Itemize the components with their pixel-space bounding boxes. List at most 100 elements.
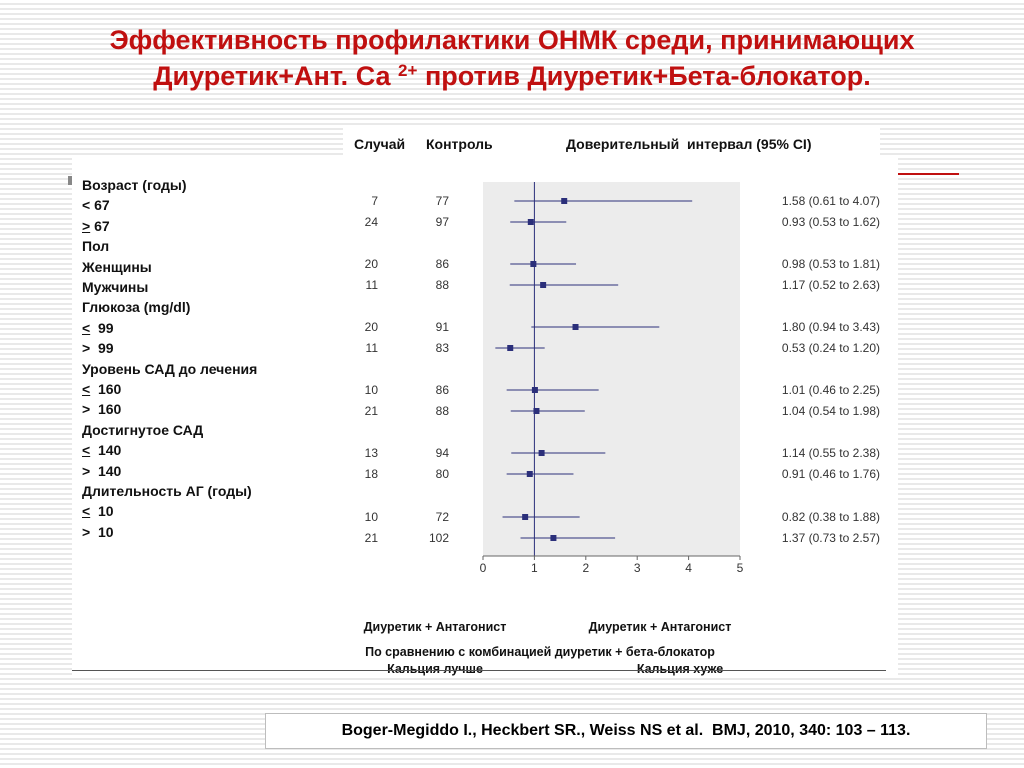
title-superscript: 2+ (398, 61, 418, 80)
point-estimate (522, 514, 529, 520)
cases-count: 10 (365, 383, 379, 397)
x-tick-label: 1 (531, 561, 538, 575)
comparison-sign: > (82, 462, 91, 479)
column-header-box (343, 128, 880, 158)
caption-right-line-2: Кальция хуже (636, 662, 724, 676)
cases-count: 11 (366, 278, 379, 292)
controls-count: 97 (436, 215, 450, 229)
cases-count: 20 (365, 257, 379, 271)
controls-count: 102 (429, 531, 449, 545)
subgroup-label: Достигнутое САД (82, 420, 203, 440)
plot-area (483, 182, 740, 556)
title-line-2: Диуретик+Ант. Са 2+ против Диуретик+Бета… (20, 58, 1004, 94)
title-line-2-end: против Диуретик+Бета-блокатор. (417, 61, 871, 91)
point-estimate (526, 471, 533, 477)
subgroup-label-text: 10 (90, 503, 114, 520)
ci-value: 1.80 (0.94 to 3.43) (782, 320, 880, 334)
subgroup-label: > 99 (82, 338, 114, 358)
ci-value: 0.98 (0.53 to 1.81) (782, 257, 880, 271)
subgroup-label: < 67 (82, 195, 110, 215)
subgroup-label-text: 140 (90, 442, 122, 459)
subgroup-label: Длительность АГ (годы) (82, 481, 252, 501)
comparison-sign: < (82, 503, 91, 520)
ci-value: 1.01 (0.46 to 2.25) (782, 383, 880, 397)
ci-value: 0.82 (0.38 to 1.88) (782, 510, 880, 524)
comparison-sign: < (82, 442, 91, 459)
reference-citation: Boger-Megiddo I., Heckbert SR., Weiss NS… (265, 713, 987, 749)
ci-value: 1.17 (0.52 to 2.63) (782, 278, 880, 292)
comparison-sign: < (82, 319, 91, 336)
point-estimate (531, 387, 538, 393)
point-estimate (530, 261, 537, 267)
controls-count: 88 (436, 278, 450, 292)
subgroup-label: Женщины (82, 257, 152, 277)
subgroup-label-text: Возраст (годы) (82, 177, 187, 193)
subgroup-label-text: Уровень САД до лечения (82, 360, 258, 377)
subgroup-label: Глюкоза (mg/dl) (82, 297, 190, 317)
cases-count: 20 (365, 320, 379, 334)
x-tick-label: 0 (480, 561, 487, 575)
caption-right-line-1: Диуретик + Антагонист (588, 620, 732, 634)
subgroup-label: Пол (82, 236, 109, 256)
cases-count: 11 (366, 341, 379, 355)
header-controls: Контроль (426, 136, 493, 152)
comparison-caption: По сравнению с комбинацией диуретик + бе… (365, 645, 715, 659)
comparison-sign: > (82, 217, 91, 234)
subgroup-label-text: Женщины (82, 258, 152, 275)
title-line-2-start: Диуретик+Ант. Са (153, 61, 399, 91)
subgroup-label-text: Длительность АГ (годы) (82, 483, 252, 499)
controls-count: 94 (436, 446, 450, 460)
cases-count: 24 (365, 215, 379, 229)
subgroup-label-text: 67 (90, 217, 110, 234)
comparison-sign: > (82, 401, 91, 418)
comparison-sign: > (82, 340, 91, 357)
point-estimate (572, 324, 579, 330)
ci-value: 0.53 (0.24 to 1.20) (782, 341, 880, 355)
ci-value: 1.04 (0.54 to 1.98) (782, 404, 880, 418)
caption-left-line-2: Кальция лучше (387, 662, 483, 676)
subgroup-label: > 160 (82, 399, 121, 419)
subgroup-label: > 67 (82, 216, 110, 236)
subgroup-label-text: Мужчины (82, 279, 149, 295)
controls-count: 77 (436, 194, 450, 208)
subgroup-label-text: 67 (90, 197, 110, 214)
subgroup-label-text: 99 (90, 319, 114, 336)
x-tick-label: 4 (685, 561, 692, 575)
subgroup-label: < 99 (82, 318, 114, 338)
point-estimate (550, 535, 557, 541)
header-cases: Случай (354, 136, 406, 152)
slide-title: Эффективность профилактики ОНМК среди, п… (20, 22, 1004, 94)
controls-count: 83 (436, 341, 450, 355)
ci-value: 0.91 (0.46 to 1.76) (782, 467, 880, 481)
title-line-1: Эффективность профилактики ОНМК среди, п… (109, 25, 915, 55)
ci-value: 1.58 (0.61 to 4.07) (782, 194, 880, 208)
cases-count: 21 (365, 404, 379, 418)
caption-left-line-1: Диуретик + Антагонист (363, 620, 507, 634)
subgroup-label-text: 140 (90, 462, 122, 479)
header-ci: Доверительный интервал (95% CI) (566, 136, 812, 152)
caption-left: Диуретик + Антагонист Кальция лучше (345, 592, 525, 690)
subgroup-label: > 10 (82, 522, 114, 542)
controls-count: 80 (436, 467, 450, 481)
controls-count: 88 (436, 404, 450, 418)
comparison-sign: > (82, 523, 91, 540)
controls-count: 72 (436, 510, 450, 524)
subgroup-label-text: Глюкоза (mg/dl) (82, 299, 191, 316)
comparison-sign: < (82, 197, 91, 214)
subgroup-label-text: 160 (90, 381, 122, 397)
cases-count: 7 (371, 194, 378, 208)
controls-count: 91 (436, 320, 450, 334)
figure-bottom-rule (72, 670, 886, 671)
controls-count: 86 (436, 383, 450, 397)
cases-count: 18 (365, 467, 379, 481)
point-estimate (533, 408, 540, 414)
cases-count: 21 (365, 531, 379, 545)
ci-value: 1.14 (0.55 to 2.38) (782, 446, 880, 460)
subgroup-label: Возраст (годы) (82, 175, 187, 195)
subgroup-label-text: Пол (82, 238, 110, 255)
point-estimate (538, 450, 545, 456)
ci-value: 1.37 (0.73 to 2.57) (782, 531, 880, 545)
point-estimate (527, 219, 534, 225)
caption-right: Диуретик + Антагонист Кальция хуже (560, 592, 760, 690)
